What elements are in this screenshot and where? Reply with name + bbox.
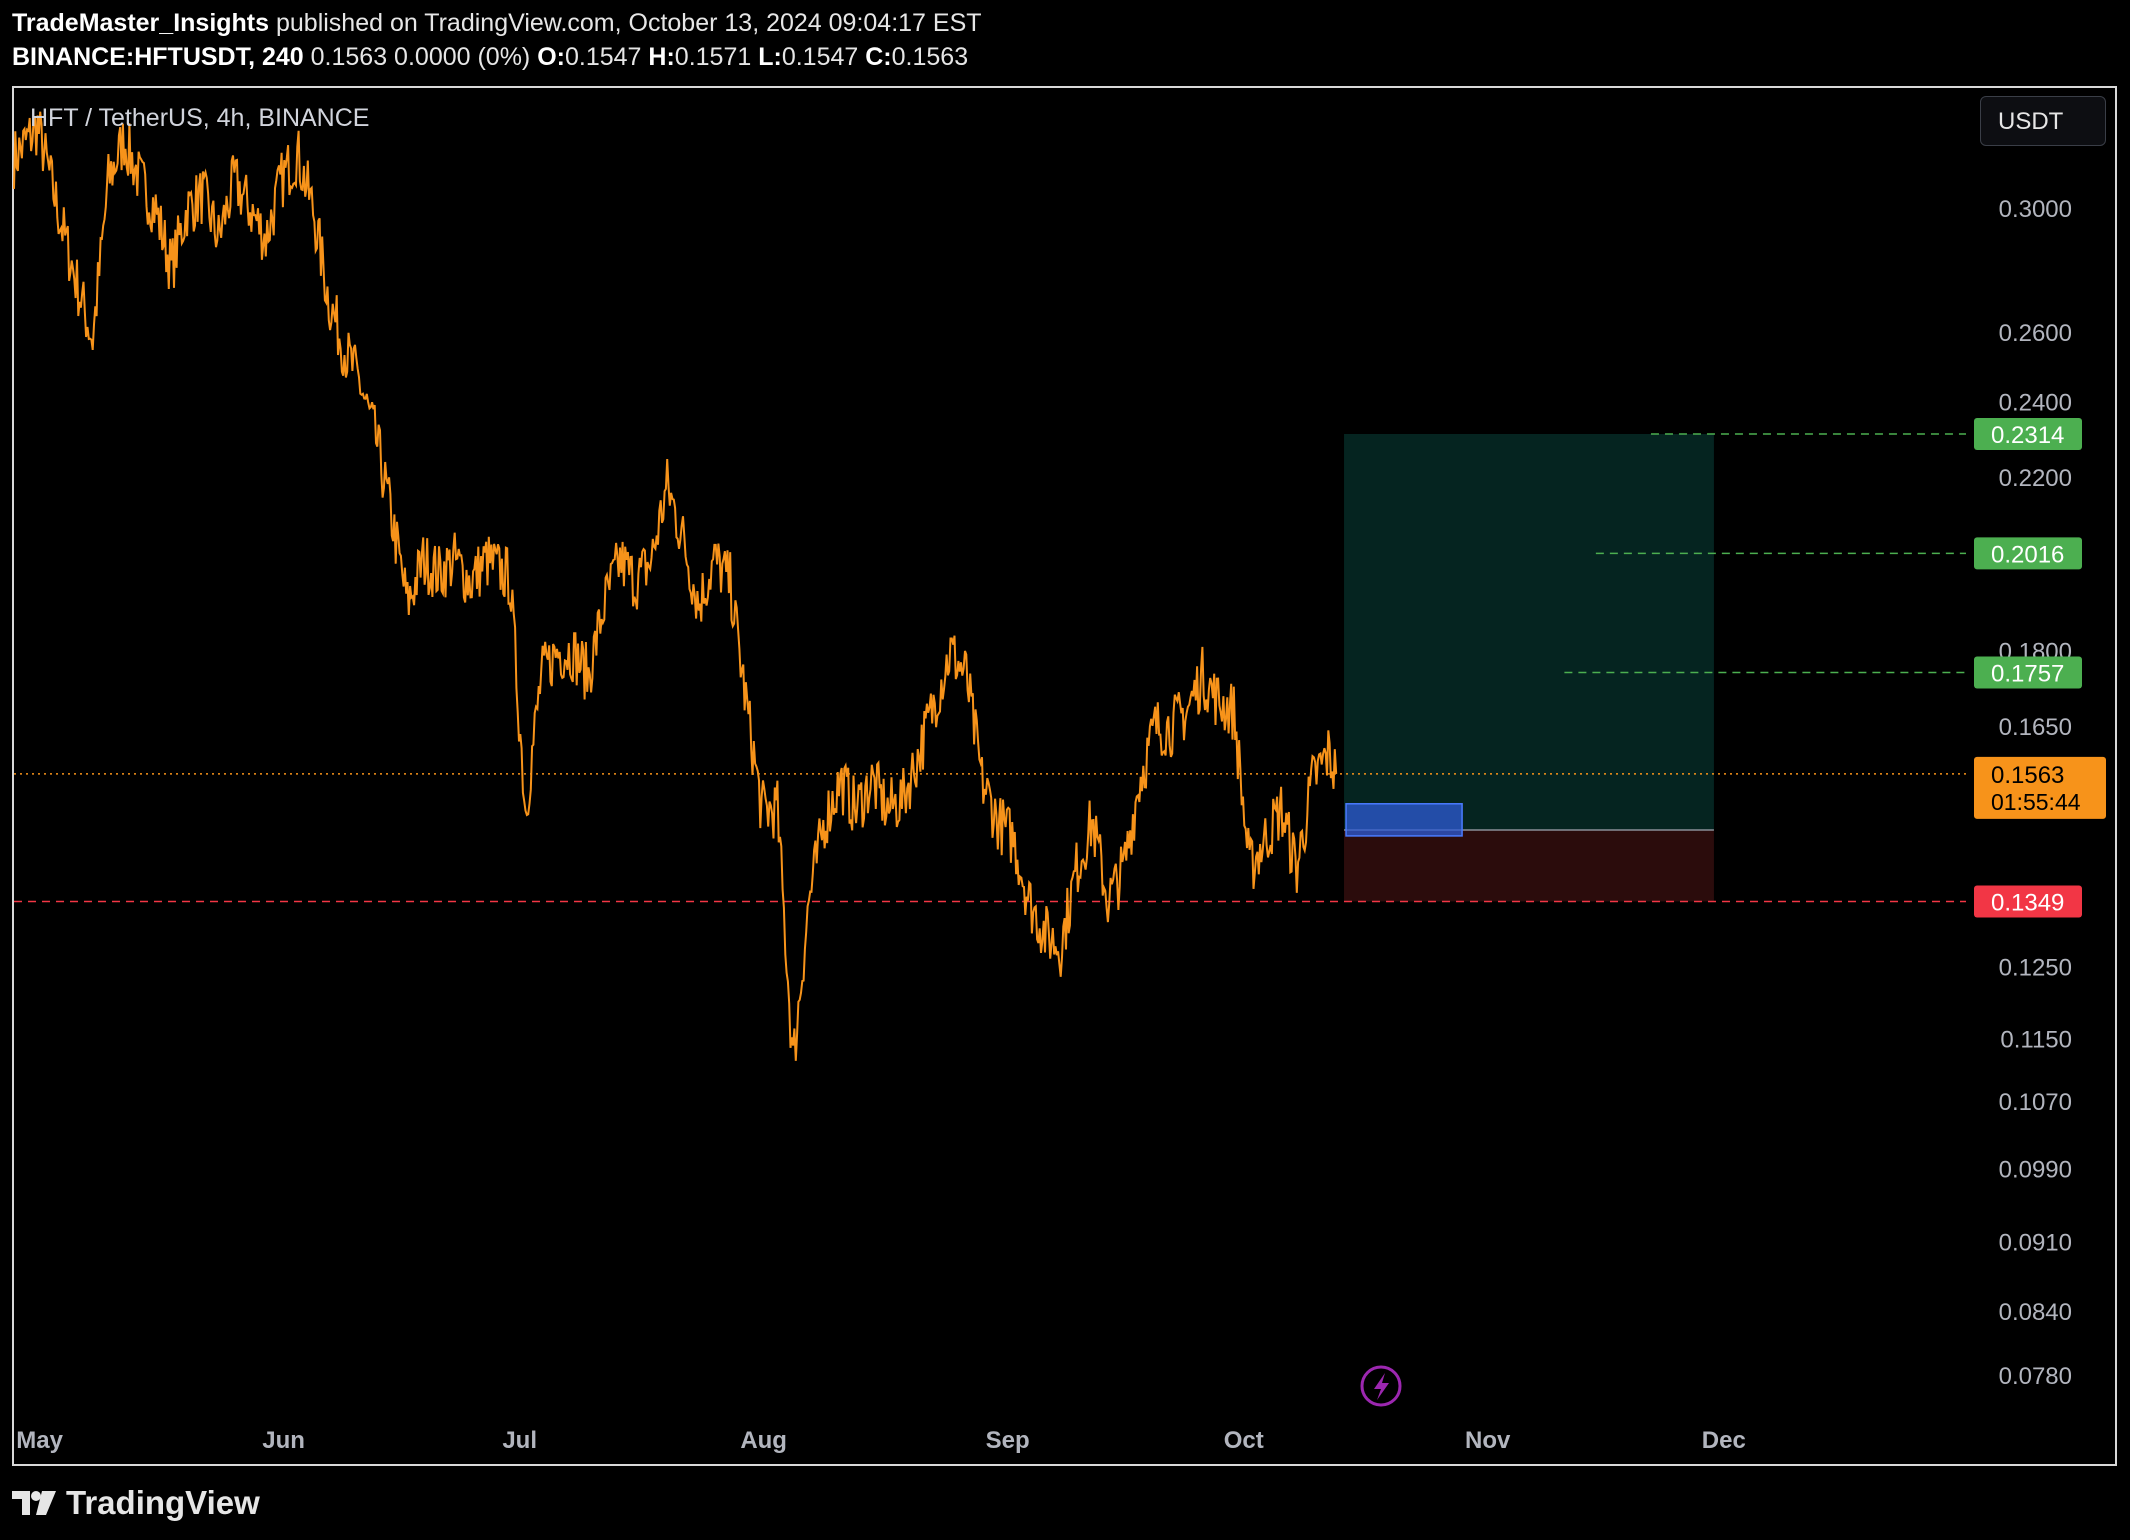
x-axis-tick-label: Jul xyxy=(502,1427,537,1454)
tradingview-logo[interactable]: TradingView xyxy=(12,1484,260,1522)
x-axis-tick-label: May xyxy=(16,1427,63,1454)
close-value: 0.1563 xyxy=(891,43,969,71)
tradingview-wordmark: TradingView xyxy=(66,1484,260,1521)
y-axis-tick-label: 0.0780 xyxy=(1999,1363,2072,1390)
low-value: 0.1547 xyxy=(781,43,859,71)
y-axis-tick-label: 0.2200 xyxy=(1999,465,2072,492)
y-axis-tick-label: 0.1070 xyxy=(1999,1089,2072,1116)
published-text: published on TradingView.com, October 13… xyxy=(269,9,982,37)
author-name[interactable]: TradeMaster_Insights xyxy=(12,9,270,37)
x-axis-tick-label: Dec xyxy=(1702,1427,1746,1454)
entry-box[interactable] xyxy=(1345,803,1463,837)
y-axis-tick-label: 0.1150 xyxy=(2000,1027,2072,1054)
x-axis-tick-label: Nov xyxy=(1465,1427,1511,1454)
target-price-tag[interactable]: 0.2016 xyxy=(1974,537,2082,570)
symbol-title: HFT / TetherUS, 4h, BINANCE xyxy=(30,104,370,132)
open-label: O: xyxy=(537,43,565,71)
bar-countdown: 01:55:44 xyxy=(1991,789,2081,815)
stop-price-tag[interactable]: 0.1349 xyxy=(1974,885,2082,918)
y-axis-tick-label: 0.1250 xyxy=(1999,954,2072,981)
x-axis-tick-label: Sep xyxy=(986,1427,1030,1454)
price-tag-label: 0.1349 xyxy=(1991,889,2064,916)
price-series-line[interactable] xyxy=(13,111,1338,1061)
price-tag-background xyxy=(1974,417,2082,450)
x-axis-tick-label: Oct xyxy=(1224,1427,1264,1454)
price-tag-label: 0.1757 xyxy=(1991,661,2064,688)
price-tag-label: 0.2016 xyxy=(1991,541,2064,568)
low-label: L: xyxy=(758,43,782,71)
y-axis-tick-label: 0.3000 xyxy=(1999,196,2072,223)
close-label: C: xyxy=(865,43,892,71)
high-label: H: xyxy=(648,43,675,71)
last-price-change: 0.1563 0.0000 (0%) xyxy=(303,43,538,71)
last-price-value: 0.1563 xyxy=(1991,762,2064,789)
open-value: 0.1547 xyxy=(564,43,642,71)
y-axis-tick-label: 0.0990 xyxy=(1999,1156,2072,1183)
price-tag-background xyxy=(1974,537,2082,570)
currency-button[interactable]: USDT xyxy=(1980,96,2106,146)
price-tag-background xyxy=(1974,656,2082,689)
take-profit-zone[interactable] xyxy=(1344,433,1714,830)
last-price-tag-background xyxy=(1974,756,2106,819)
y-axis-tick-label: 0.1650 xyxy=(1999,714,2072,741)
header-row-ohlc: BINANCE:HFTUSDT, 240 0.1563 0.0000 (0%) … xyxy=(12,40,982,74)
high-value: 0.1571 xyxy=(674,43,752,71)
header-row-author: TradeMaster_Insights published on Tradin… xyxy=(12,6,982,40)
x-axis-tick-label: Jun xyxy=(262,1427,305,1454)
symbol-ticker: BINANCE:HFTUSDT, 240 xyxy=(12,43,304,71)
y-axis-tick-label: 0.2600 xyxy=(1999,320,2072,347)
y-axis-tick-label: 0.0910 xyxy=(1999,1229,2072,1256)
target-price-tag[interactable]: 0.1757 xyxy=(1974,656,2082,689)
price-tag-label: 0.2314 xyxy=(1991,422,2064,449)
price-tag-background xyxy=(1974,885,2082,918)
lightning-icon[interactable] xyxy=(1360,1365,1402,1407)
chart-frame xyxy=(12,86,2117,1466)
publication-header: TradeMaster_Insights published on Tradin… xyxy=(12,6,982,74)
stop-loss-zone[interactable] xyxy=(1344,829,1714,902)
y-axis-tick-label: 0.0840 xyxy=(1999,1299,2072,1326)
tradingview-logo-icon xyxy=(12,1491,56,1515)
target-price-tag[interactable]: 0.2314 xyxy=(1974,417,2082,450)
y-axis-tick-label: 0.2400 xyxy=(1999,389,2072,416)
x-axis-tick-label: Aug xyxy=(740,1427,787,1454)
